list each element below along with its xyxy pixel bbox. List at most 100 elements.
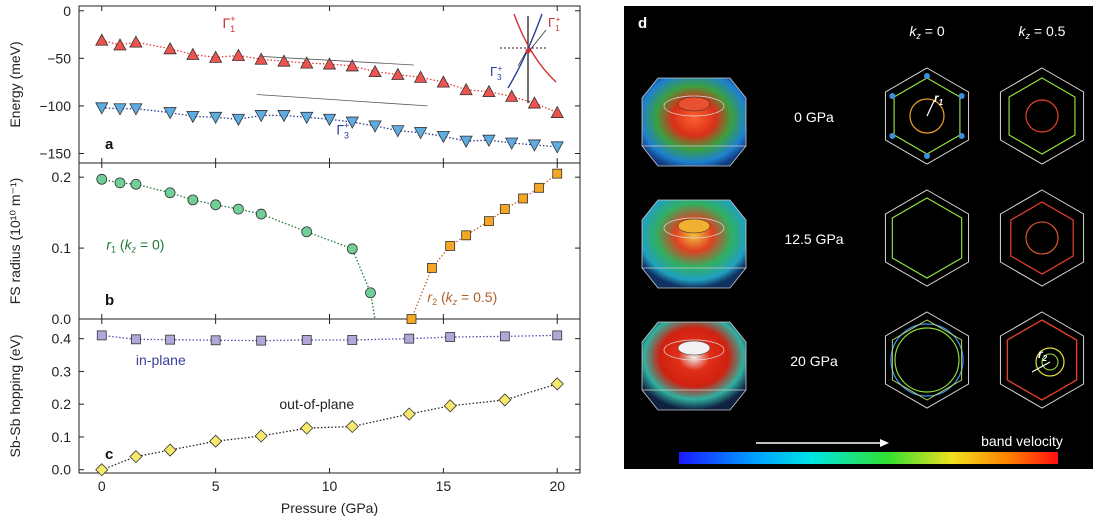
data-point bbox=[163, 107, 177, 120]
data-point bbox=[231, 113, 246, 127]
fs-contour bbox=[1035, 347, 1065, 377]
data-point bbox=[301, 226, 313, 238]
data-point bbox=[345, 419, 359, 434]
data-point bbox=[527, 96, 542, 109]
data-point bbox=[413, 127, 428, 140]
fs-pocket bbox=[958, 93, 965, 99]
data-point bbox=[131, 334, 141, 345]
fs-contour bbox=[1008, 77, 1076, 155]
fs-3d-edge bbox=[663, 339, 725, 361]
series-1 bbox=[406, 168, 563, 324]
data-point bbox=[210, 199, 222, 211]
pressure-label: 12.5 GPa bbox=[784, 231, 843, 247]
y-tick-label: 0.2 bbox=[52, 396, 72, 412]
data-point bbox=[505, 137, 519, 150]
data-point bbox=[550, 105, 564, 118]
y-axis-label: Energy (meV) bbox=[7, 41, 23, 127]
y-axis-label: Sb-Sb hopping (eV) bbox=[7, 335, 23, 458]
inset-label-gamma3: Γ3+ bbox=[490, 64, 503, 82]
data-point bbox=[186, 47, 200, 60]
fs-3d-body bbox=[641, 77, 747, 167]
guide-line bbox=[261, 56, 414, 66]
x-tick-label: 5 bbox=[212, 478, 220, 494]
panel-label: b bbox=[105, 292, 114, 309]
data-point bbox=[322, 57, 337, 70]
series-0 bbox=[95, 33, 564, 118]
data-point bbox=[231, 48, 246, 61]
data-point bbox=[255, 208, 267, 220]
y-tick-label: −50 bbox=[47, 50, 71, 66]
data-point bbox=[427, 263, 437, 273]
data-point bbox=[254, 429, 268, 443]
fs-contour bbox=[1025, 221, 1059, 255]
y-tick-label: 0.4 bbox=[52, 331, 72, 347]
data-point bbox=[461, 230, 472, 241]
data-point bbox=[129, 35, 143, 48]
fs-contour bbox=[1025, 99, 1059, 133]
col-header: kz = 0.5 bbox=[1019, 23, 1066, 41]
data-point bbox=[499, 331, 510, 342]
fs-row: 20 GPa r2 bbox=[641, 311, 1085, 411]
brillouin-zone-hexagon bbox=[884, 67, 970, 165]
data-point bbox=[534, 182, 544, 193]
data-point bbox=[459, 135, 473, 148]
x-tick-label: 15 bbox=[436, 478, 452, 494]
data-point bbox=[322, 113, 337, 127]
fs-3d-pocket bbox=[677, 218, 711, 234]
data-point bbox=[345, 116, 359, 129]
fs-3d-render bbox=[641, 199, 747, 289]
series-0 bbox=[96, 173, 376, 320]
fs-contour bbox=[1041, 353, 1059, 371]
data-point bbox=[277, 110, 291, 123]
data-point bbox=[498, 393, 512, 407]
data-point bbox=[129, 450, 143, 464]
data-point bbox=[484, 216, 494, 227]
fs-pocket bbox=[889, 133, 896, 139]
data-point bbox=[96, 330, 107, 341]
fs-pocket bbox=[889, 93, 896, 99]
data-point bbox=[186, 110, 200, 124]
r1-arrow bbox=[926, 100, 935, 117]
fs-cross-section bbox=[999, 67, 1085, 165]
data-point bbox=[163, 443, 177, 457]
label-r1: r1 (kz = 0) bbox=[106, 237, 164, 255]
y-tick-label: −100 bbox=[39, 98, 71, 114]
data-point bbox=[550, 141, 564, 154]
panel-label: a bbox=[105, 136, 114, 153]
data-point bbox=[95, 102, 109, 115]
fit-line bbox=[101, 39, 558, 114]
data-point bbox=[365, 287, 376, 299]
label-gamma3: Γ3+ bbox=[336, 120, 349, 140]
brillouin-zone-hexagon bbox=[884, 311, 970, 409]
data-point bbox=[436, 130, 451, 144]
data-point bbox=[346, 243, 358, 255]
panel-a: 0 −50 −100 −150 Energy (meV) a Γ1+ Γ3+ Γ1+ Γ3+ bbox=[7, 3, 580, 163]
y-tick-label: −150 bbox=[39, 145, 71, 161]
fs-cross-section: r1 bbox=[884, 67, 970, 165]
data-point bbox=[301, 335, 312, 345]
data-point bbox=[391, 67, 405, 80]
data-point bbox=[163, 41, 177, 55]
fit-line bbox=[101, 383, 558, 471]
brillouin-zone-hexagon bbox=[999, 311, 1085, 409]
label-r2: r2 (kz = 0.5) bbox=[427, 289, 497, 307]
fs-3d-render bbox=[641, 321, 747, 411]
brillouin-zone-hexagon bbox=[999, 189, 1085, 287]
inset-crossing-dot bbox=[525, 48, 531, 54]
data-point bbox=[436, 75, 451, 88]
col-header: kz = 0 bbox=[909, 23, 944, 41]
label-gamma1: Γ1+ bbox=[222, 14, 235, 34]
data-point bbox=[445, 241, 456, 251]
brillouin-zone-hexagon bbox=[884, 189, 970, 287]
data-point bbox=[459, 82, 473, 96]
data-point bbox=[129, 103, 143, 116]
x-tick-label: 10 bbox=[322, 478, 338, 494]
fs-cross-section bbox=[884, 189, 970, 287]
r2-label: r2 bbox=[1038, 347, 1048, 363]
data-point bbox=[443, 399, 457, 413]
inset-label-gamma1: Γ1+ bbox=[548, 15, 561, 33]
fs-3d-edge bbox=[663, 217, 725, 239]
y-tick-label: 0 bbox=[63, 3, 71, 19]
x-tick-label: 20 bbox=[549, 478, 565, 494]
y-tick-label: 0.1 bbox=[52, 240, 72, 256]
